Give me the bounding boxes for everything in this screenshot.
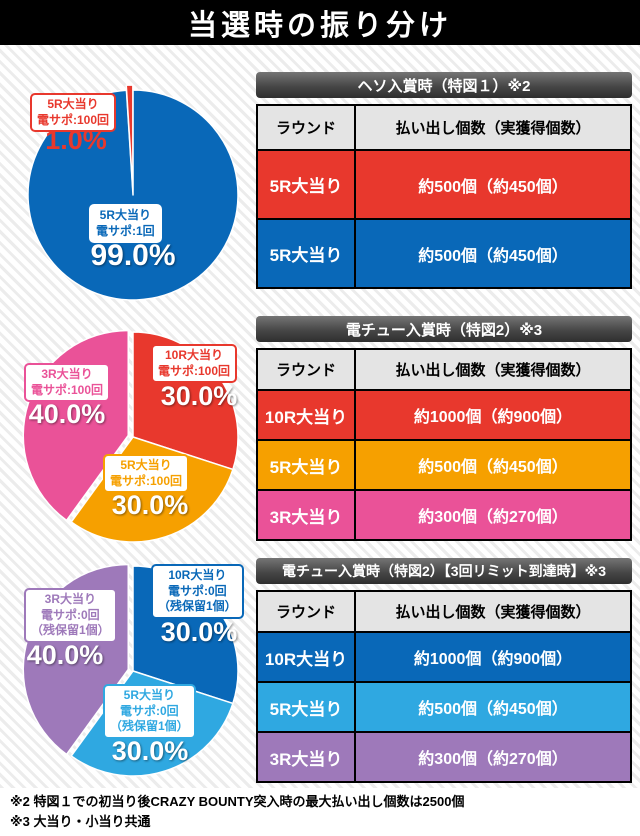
label-line: 電サポ:100回 xyxy=(31,382,104,397)
table-row: 5R大当り 約500個（約450個） xyxy=(258,151,630,218)
label-line: 電サポ:0回 xyxy=(41,607,100,622)
footnote-3: ※3 大当り・小当り共通 xyxy=(10,814,151,830)
table-row: 5R大当り 約500個（約450個） xyxy=(258,441,630,489)
pie-chart-heso xyxy=(27,84,239,301)
s2-callout-3r: 3R大当り 電サポ:100回 xyxy=(24,363,111,403)
s1-payout-table: ラウンド 払い出し個数（実獲得個数） 5R大当り 約500個（約450個） 5R… xyxy=(256,104,632,289)
label-line: 10R大当り xyxy=(168,568,227,582)
label-line: （残保留1個） xyxy=(158,599,237,614)
col-header-payout: 払い出し個数（実獲得個数） xyxy=(356,592,630,631)
round-cell: 5R大当り xyxy=(258,220,354,287)
col-header-payout: 払い出し個数（実獲得個数） xyxy=(356,350,630,389)
label-line: 電サポ:0回 xyxy=(168,583,227,598)
table-row: 5R大当り 約500個（約450個） xyxy=(258,683,630,731)
label-line: 10R大当り xyxy=(165,348,224,362)
label-line: （残保留1個） xyxy=(110,719,189,734)
s1-callout-5r-sapo100: 5R大当り 電サポ:100回 xyxy=(30,93,117,133)
label-line: 電サポ:100回 xyxy=(37,112,110,127)
label-line: 電サポ:0回 xyxy=(120,703,179,718)
s3-callout-10r: 10R大当り 電サポ:0回 （残保留1個） xyxy=(151,564,244,619)
round-cell: 10R大当り xyxy=(258,633,354,681)
s2-callout-5r: 5R大当り 電サポ:100回 xyxy=(103,454,190,494)
s1-callout-5r-sapo1: 5R大当り 電サポ:1回 xyxy=(89,204,162,244)
payout-cell: 約500個（約450個） xyxy=(356,683,630,731)
table-header-row: ラウンド 払い出し個数（実獲得個数） xyxy=(258,592,630,631)
footnote-2: ※2 特図１での初当り後CRAZY BOUNTY突入時の最大払い出し個数は250… xyxy=(10,794,465,809)
s3-percent-3r: 40.0% xyxy=(26,640,104,670)
s3-callout-3r: 3R大当り 電サポ:0回 （残保留1個） xyxy=(24,588,117,643)
round-cell: 5R大当り xyxy=(258,151,354,218)
s2-table-title: 電チュー入賞時（特図2）※3 xyxy=(256,316,632,342)
label-line: 5R大当り xyxy=(99,208,151,222)
s1-percent-large: 99.0% xyxy=(90,239,176,272)
payout-cell: 約1000個（約900個） xyxy=(356,633,630,681)
round-cell: 10R大当り xyxy=(258,391,354,439)
s2-callout-10r: 10R大当り 電サポ:100回 xyxy=(151,344,238,384)
table-header-row: ラウンド 払い出し個数（実獲得個数） xyxy=(258,350,630,389)
s3-table-title: 電チュー入賞時（特図2）【3回リミット到達時】※3 xyxy=(256,558,632,584)
table-row: 3R大当り 約300個（約270個） xyxy=(258,491,630,539)
col-header-round: ラウンド xyxy=(258,106,354,149)
col-header-round: ラウンド xyxy=(258,592,354,631)
payout-cell: 約500個（約450個） xyxy=(356,441,630,489)
s3-percent-5r: 30.0% xyxy=(111,736,189,766)
s1-table-title: ヘソ入賞時（特図１）※2 xyxy=(256,72,632,98)
payout-cell: 約300個（約270個） xyxy=(356,733,630,781)
payout-cell: 約500個（約450個） xyxy=(356,220,630,287)
page-title: 当選時の振り分け xyxy=(187,9,452,42)
table-header-row: ラウンド 払い出し個数（実獲得個数） xyxy=(258,106,630,149)
footnotes: ※2 特図１での初当り後CRAZY BOUNTY突入時の最大払い出し個数は250… xyxy=(10,792,464,832)
label-line: 5R大当り xyxy=(47,97,99,111)
round-cell: 3R大当り xyxy=(258,491,354,539)
col-header-round: ラウンド xyxy=(258,350,354,389)
col-header-payout: 払い出し個数（実獲得個数） xyxy=(356,106,630,149)
label-line: 電サポ:1回 xyxy=(96,223,155,238)
table-row: 10R大当り 約1000個（約900個） xyxy=(258,391,630,439)
pie-slice xyxy=(125,84,134,191)
payout-cell: 約1000個（約900個） xyxy=(356,391,630,439)
s2-percent-5r: 30.0% xyxy=(111,490,189,520)
pie-slice xyxy=(27,89,239,301)
s3-percent-10r: 30.0% xyxy=(160,617,238,647)
s3-callout-5r: 5R大当り 電サポ:0回 （残保留1個） xyxy=(103,684,196,739)
s1-percent-small: 1.0% xyxy=(45,125,107,155)
table-row: 5R大当り 約500個（約450個） xyxy=(258,220,630,287)
label-line: 5R大当り xyxy=(123,688,176,702)
payout-cell: 約300個（約270個） xyxy=(356,491,630,539)
s2-payout-table: ラウンド 払い出し個数（実獲得個数） 10R大当り 約1000個（約900個） … xyxy=(256,348,632,541)
round-cell: 3R大当り xyxy=(258,733,354,781)
payout-cell: 約500個（約450個） xyxy=(356,151,630,218)
s2-percent-10r: 30.0% xyxy=(160,381,238,411)
label-line: 3R大当り xyxy=(41,367,93,381)
page-title-bar: 当選時の振り分け xyxy=(0,0,640,45)
round-cell: 5R大当り xyxy=(258,441,354,489)
table-row: 3R大当り 約300個（約270個） xyxy=(258,733,630,781)
round-cell: 5R大当り xyxy=(258,683,354,731)
label-line: 電サポ:100回 xyxy=(110,473,183,488)
s3-payout-table: ラウンド 払い出し個数（実獲得個数） 10R大当り 約1000個（約900個） … xyxy=(256,590,632,783)
s2-percent-3r: 40.0% xyxy=(28,399,106,429)
label-line: 電サポ:100回 xyxy=(158,363,231,378)
table-row: 10R大当り 約1000個（約900個） xyxy=(258,633,630,681)
label-line: 3R大当り xyxy=(44,592,97,606)
label-line: （残保留1個） xyxy=(31,623,110,638)
label-line: 5R大当り xyxy=(120,458,172,472)
